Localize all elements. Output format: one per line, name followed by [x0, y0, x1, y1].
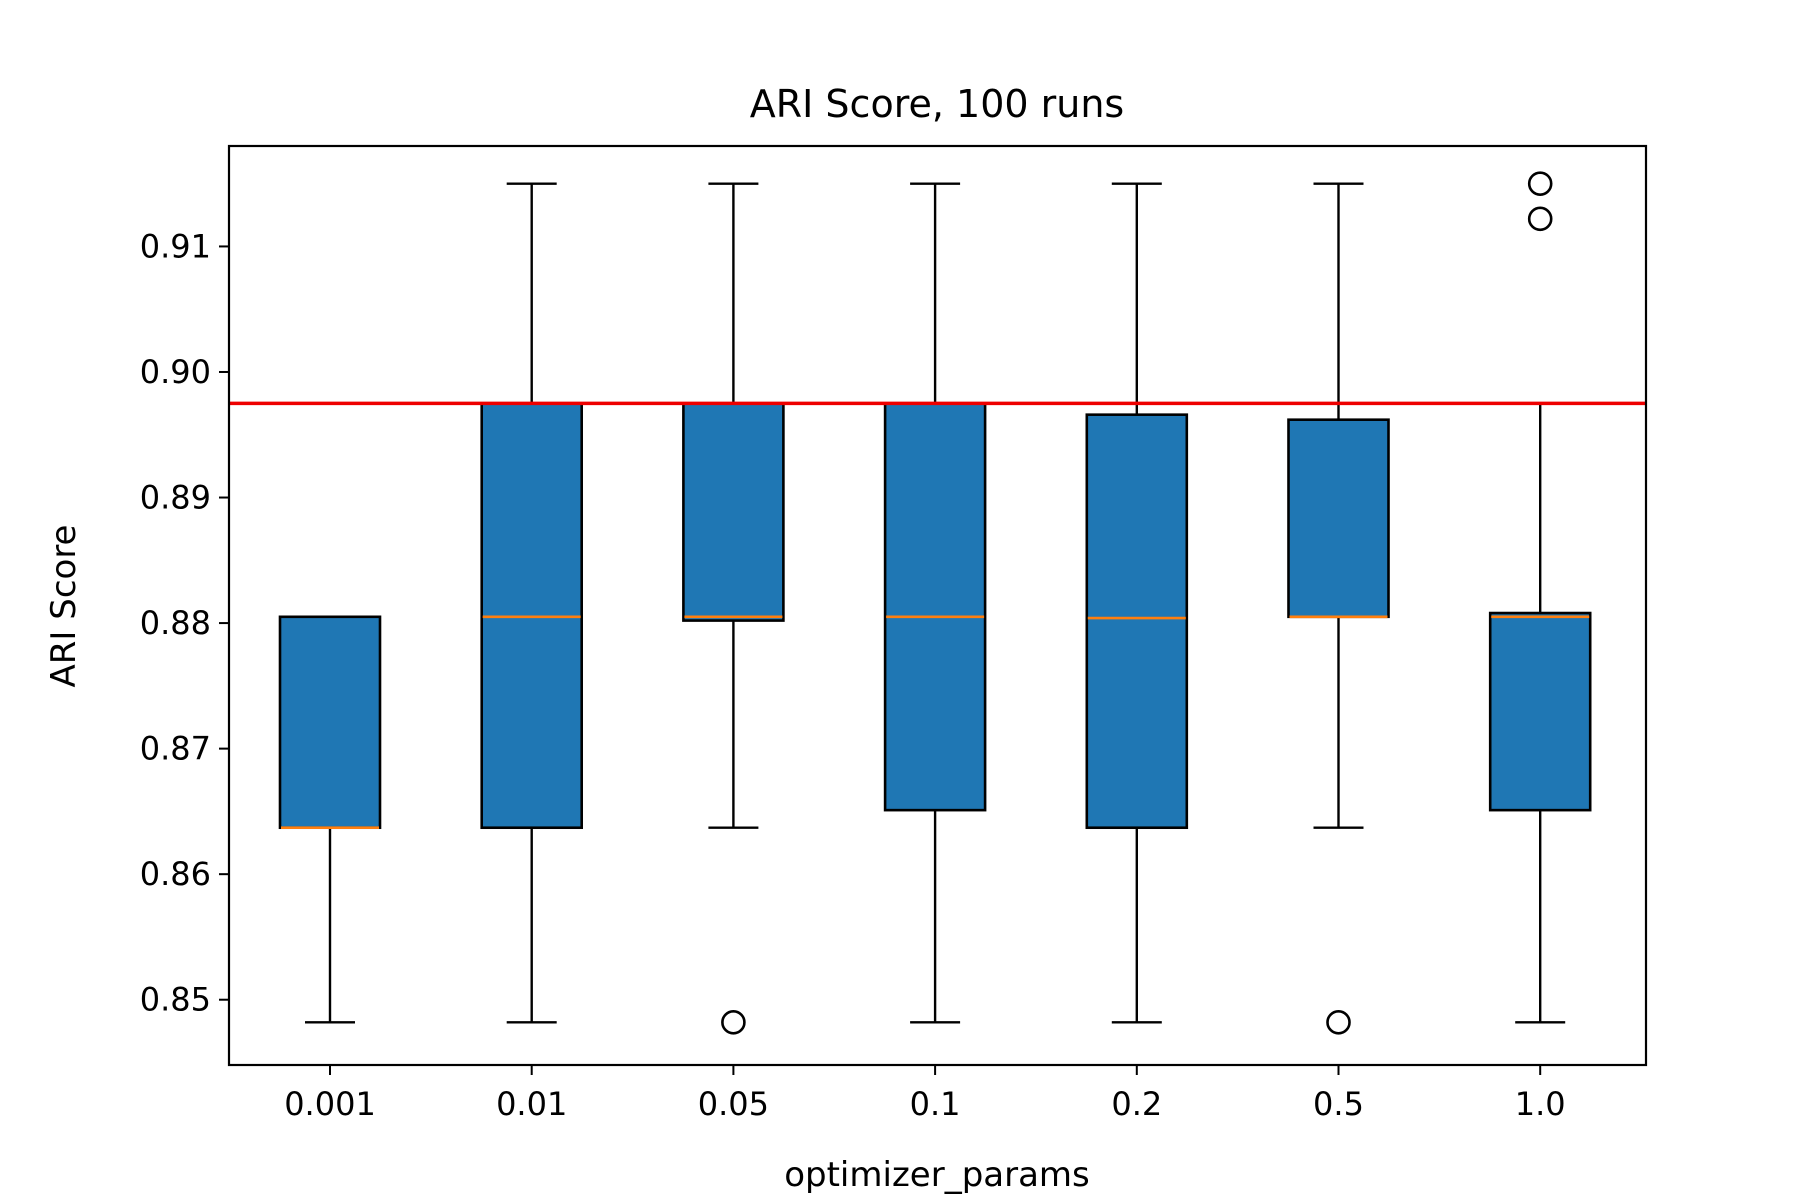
- box-group-0.01: [480, 182, 584, 1024]
- plot-frame: [227, 144, 1648, 1067]
- box-0.5: [1287, 418, 1390, 619]
- y-axis-label: ARI Score: [44, 525, 84, 688]
- outlier-point: [721, 1010, 746, 1035]
- box-0.1: [883, 402, 987, 812]
- outlier-point: [1527, 171, 1553, 196]
- x-tick-label: 0.05: [698, 1085, 769, 1123]
- outlier-point: [1326, 1010, 1351, 1035]
- x-tick-label: 0.5: [1313, 1085, 1364, 1123]
- box-1.0: [1488, 611, 1592, 812]
- axis-layer: 0.85 0.86 0.87 0.88 0.89 0.90 0.91 0.001 0.01 0.0…: [140, 227, 1566, 1123]
- x-tick-label: 0.1: [910, 1085, 961, 1123]
- y-tick-label: 0.85: [140, 981, 211, 1019]
- outlier-point: [1527, 206, 1553, 232]
- y-tick-label: 0.86: [140, 855, 211, 893]
- box-0.001: [278, 615, 382, 830]
- y-tick-label: 0.90: [140, 353, 211, 391]
- y-tick-label: 0.89: [140, 479, 211, 517]
- x-tick-label: 0.01: [496, 1085, 567, 1123]
- y-tick-label: 0.87: [140, 730, 211, 768]
- box-group-0.1: [883, 182, 987, 1024]
- box-group-0.05: [682, 182, 785, 1035]
- box-group-0.001: [278, 615, 382, 1024]
- box-group-0.2: [1085, 182, 1189, 1024]
- plot-layer: [229, 171, 1646, 1035]
- x-tick-label: 1.0: [1515, 1085, 1566, 1123]
- x-axis-label: optimizer_params: [784, 1155, 1090, 1195]
- box-group-0.5: [1287, 182, 1390, 1035]
- x-tick-label: 0.001: [284, 1085, 376, 1123]
- box-group-1.0: [1488, 171, 1592, 1024]
- y-tick-label: 0.88: [140, 604, 211, 642]
- box-0.05: [682, 402, 785, 622]
- box-0.2: [1085, 413, 1189, 830]
- y-tick-label: 0.91: [140, 227, 211, 265]
- chart-title: ARI Score, 100 runs: [750, 82, 1124, 126]
- x-tick-label: 0.2: [1111, 1085, 1162, 1123]
